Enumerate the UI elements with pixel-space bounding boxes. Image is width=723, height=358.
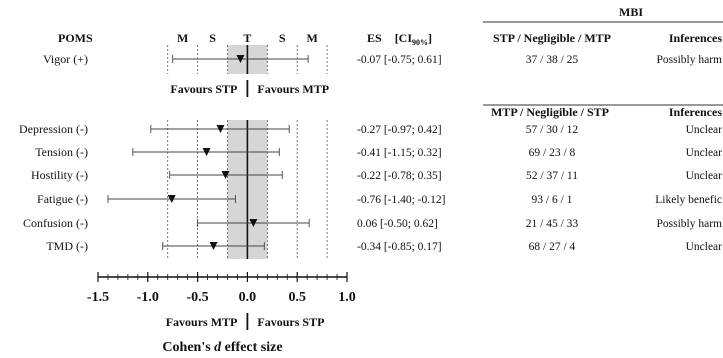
es-ci-value: -0.22 [-0.78; 0.35] (357, 170, 442, 182)
es-header: ES [CI90%] (367, 31, 432, 47)
x-tick-label: 1.0 (338, 290, 356, 305)
favours-top-right: Favours MTP (257, 82, 329, 96)
mbi-value: 68 / 27 / 4 (529, 241, 576, 253)
row-label: Fatigue (-) (37, 192, 88, 206)
es-header-ci-open: [CI (395, 31, 413, 45)
favours-bottom-left: Favours MTP (166, 315, 238, 329)
threshold-label: S (209, 31, 216, 45)
inference-value: Unclear (686, 241, 723, 253)
inference-value: Possibly harm (657, 54, 723, 66)
mbi-value: 57 / 30 / 12 (526, 124, 579, 136)
x-axis-label-italic: d (214, 340, 222, 355)
inferences-header-top: Inferences (669, 31, 722, 45)
mbi-value: 21 / 45 / 33 (526, 218, 579, 230)
point-estimate (249, 219, 258, 227)
row-label: Confusion (-) (23, 216, 88, 230)
point-estimate (167, 195, 176, 203)
x-axis-label-prefix: Cohen's (162, 340, 214, 355)
inference-value: Likely benefic (655, 194, 722, 206)
es-ci-value: -0.27 [-0.97; 0.42] (357, 124, 442, 136)
threshold-label: M (177, 31, 188, 45)
x-tick-label: 0.5 (288, 290, 306, 305)
mbi-value: 93 / 6 / 1 (532, 194, 573, 206)
mbi-compare-header-bottom: MTP / Negligible / STP (491, 105, 609, 119)
es-header-main: ES (367, 31, 382, 45)
mbi-compare-header-top: STP / Negligible / MTP (493, 31, 611, 45)
x-tick-label: -0.5 (187, 290, 209, 305)
row-label: TMD (-) (46, 239, 88, 253)
point-estimate (221, 171, 230, 179)
inference-value: Unclear (686, 124, 723, 136)
x-tick-label: -1.5 (87, 290, 109, 305)
x-axis-label: Cohen's d effect size (162, 340, 282, 355)
inference-value: Unclear (686, 170, 723, 182)
point-estimate (202, 148, 211, 156)
threshold-label: S (279, 31, 286, 45)
es-ci-value: 0.06 [-0.50; 0.62] (357, 218, 438, 230)
point-estimate (236, 55, 245, 63)
inferences-header-bottom: Inferences (669, 105, 722, 119)
inference-value: Unclear (686, 147, 723, 159)
mbi-value: 69 / 23 / 8 (529, 147, 576, 159)
mbi-header: MBI (619, 5, 643, 19)
es-ci-value: -0.41 [-1.15; 0.32] (357, 147, 442, 159)
x-axis-label-suffix: effect size (221, 340, 282, 355)
x-tick-label: -1.0 (137, 290, 159, 305)
inference-value: Possibly harm (657, 218, 723, 230)
row-label: Vigor (+) (43, 52, 88, 66)
favours-bottom-right: Favours STP (257, 315, 324, 329)
es-ci-value: -0.07 [-0.75; 0.61] (357, 54, 442, 66)
point-estimate (216, 125, 225, 133)
poms-header: POMS (58, 31, 93, 45)
es-header-ci-sub: 90% (412, 38, 428, 47)
point-estimate (209, 242, 218, 250)
row-label: Depression (-) (19, 122, 88, 136)
row-label: Tension (-) (35, 145, 88, 159)
es-header-ci-close: ] (428, 31, 432, 45)
mbi-value: 52 / 37 / 11 (526, 170, 578, 182)
threshold-label: T (243, 31, 251, 45)
row-label: Hostility (-) (31, 168, 88, 182)
es-ci-value: -0.34 [-0.85; 0.17] (357, 241, 442, 253)
threshold-label: M (306, 31, 317, 45)
es-ci-value: -0.76 [-1.40; -0.12] (357, 194, 445, 206)
x-tick-label: 0.0 (239, 290, 257, 305)
plot-area: M S T S M Vigor (+) -0.07 [-0.75; 0.61] 37 / 38… (19, 31, 722, 355)
favours-top-left: Favours STP (170, 82, 237, 96)
mbi-value: 37 / 38 / 25 (526, 54, 579, 66)
